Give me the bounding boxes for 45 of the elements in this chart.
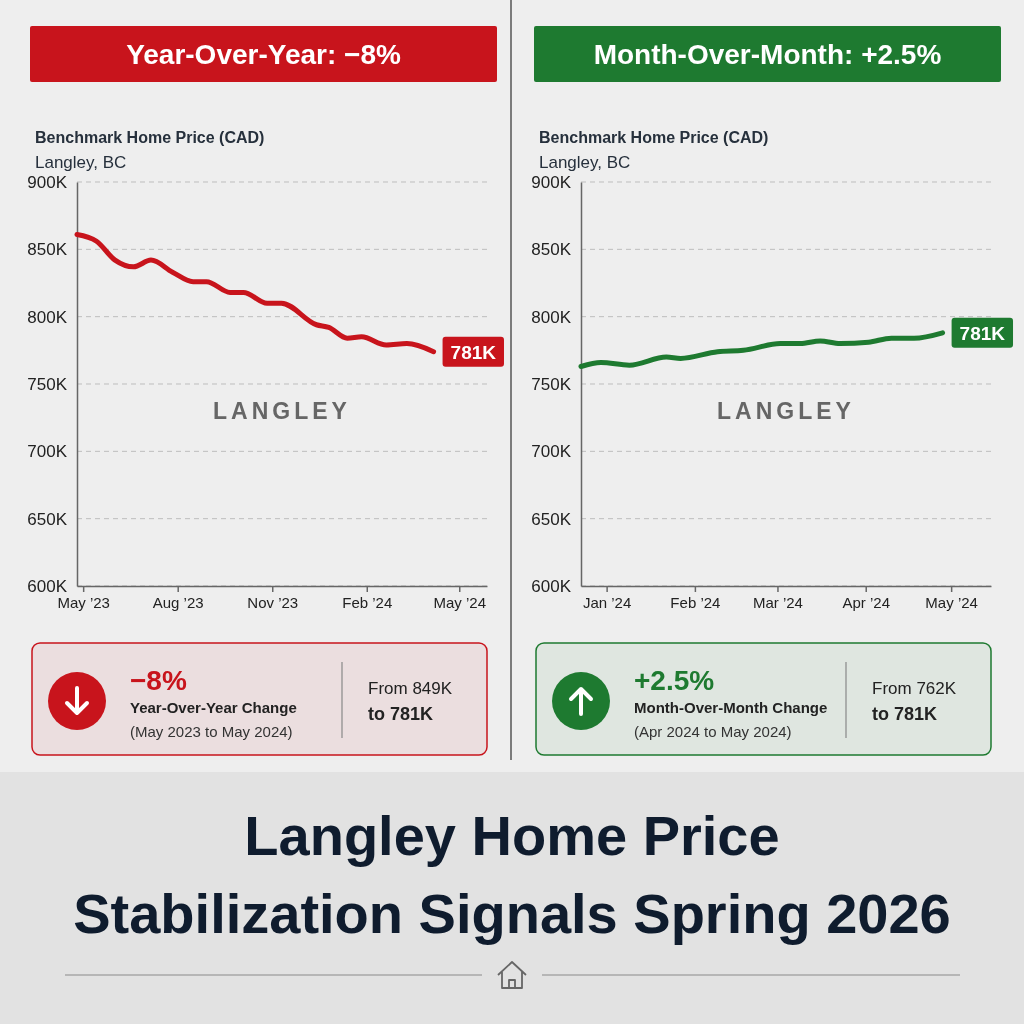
- annotation: 781K: [959, 322, 1006, 344]
- annotation: LANGLEY: [717, 398, 855, 424]
- text: From 762K: [872, 679, 957, 698]
- annotation: LANGLEY: [213, 398, 351, 424]
- y-tick-label: 750K: [27, 374, 68, 394]
- text: Year-Over-Year Change: [130, 699, 297, 716]
- text: Langley Home Price Stabilization Signals Spring 2026: [73, 804, 951, 945]
- x-tick-label: May ’23: [57, 593, 110, 611]
- y-tick-label: 850K: [27, 240, 68, 260]
- annotation: 781K: [450, 341, 497, 363]
- y-tick-label: 800K: [27, 307, 68, 327]
- y-tick-label: 850K: [531, 240, 572, 260]
- y-tick-label: 800K: [531, 307, 572, 327]
- text: From 849K: [368, 679, 453, 698]
- x-tick-label: May ’24: [925, 593, 978, 611]
- y-tick-label: 750K: [531, 374, 572, 394]
- x-tick-label: Nov ’23: [247, 593, 299, 611]
- y-tick-label: 650K: [531, 509, 572, 529]
- x-tick-label: Apr ’24: [842, 593, 890, 611]
- y-tick-label: 700K: [27, 442, 68, 462]
- text: to 781K: [872, 704, 938, 724]
- x-tick-label: May ’24: [433, 593, 487, 611]
- chart-subtitle: Benchmark Home Price (CAD): [539, 129, 769, 146]
- x-tick-label: Aug ’23: [152, 593, 204, 611]
- y-tick-label: 650K: [27, 509, 68, 529]
- y-tick-label: 600K: [531, 576, 572, 596]
- y-tick-label: 900K: [27, 172, 68, 192]
- text: Month-Over-Month Change: [634, 699, 828, 716]
- x-tick-label: Jan ’24: [582, 593, 632, 611]
- text: Langley, BC: [539, 153, 631, 172]
- text: (May 2023 to May 2024): [130, 723, 293, 740]
- chart-subtitle: Benchmark Home Price (CAD): [35, 129, 265, 146]
- text: Langley, BC: [35, 153, 127, 172]
- chart-title: Month-Over-Month: +2.5%: [593, 39, 942, 70]
- text: +2.5%: [634, 665, 715, 696]
- text: −8%: [130, 665, 187, 696]
- y-tick-label: 900K: [531, 172, 572, 192]
- y-tick-label: 600K: [27, 576, 68, 596]
- text: to 781K: [368, 704, 434, 724]
- x-tick-label: Feb ’24: [670, 593, 721, 611]
- y-tick-label: 700K: [531, 442, 572, 462]
- text: (Apr 2024 to May 2024): [634, 723, 792, 740]
- chart-title: Year-Over-Year: −8%: [126, 39, 401, 70]
- x-tick-label: Mar ’24: [752, 593, 803, 611]
- x-tick-label: Feb ’24: [342, 593, 393, 611]
